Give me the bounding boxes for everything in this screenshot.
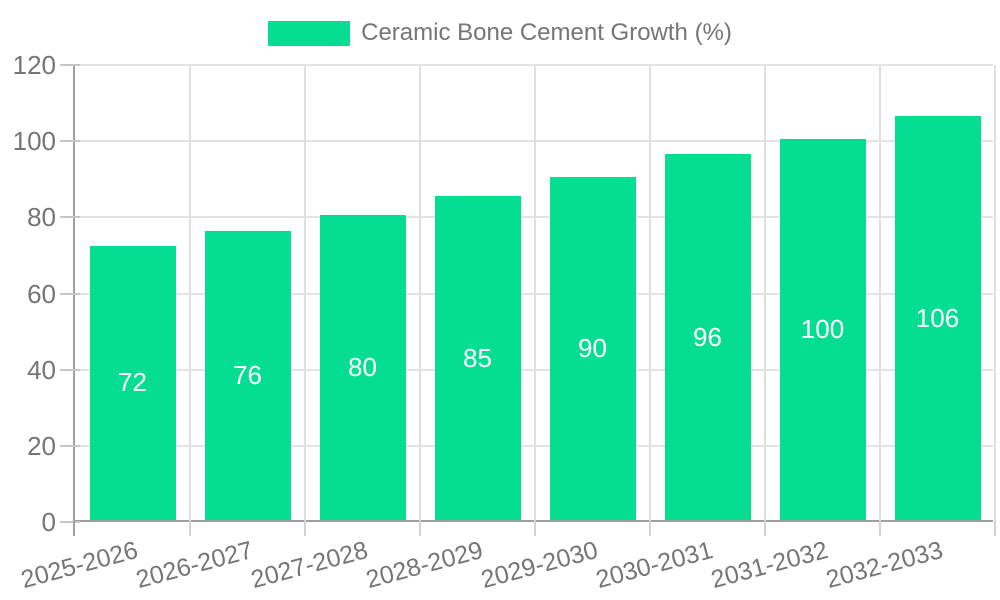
x-axis-label: 2031-2032 bbox=[708, 536, 831, 594]
x-axis-label: 2028-2029 bbox=[363, 536, 486, 594]
bar[interactable]: 72 bbox=[89, 245, 176, 520]
x-axis-label: 2025-2026 bbox=[18, 536, 141, 594]
gridline-vertical bbox=[534, 65, 536, 520]
bar-value-label: 100 bbox=[800, 314, 845, 345]
x-axis-tick bbox=[879, 520, 881, 536]
gridline-vertical bbox=[994, 65, 996, 520]
bar-value-label: 106 bbox=[915, 302, 960, 333]
x-axis-label: 2027-2028 bbox=[248, 536, 371, 594]
bar-value-label: 80 bbox=[348, 352, 377, 383]
y-axis-tick bbox=[60, 444, 80, 447]
y-axis-tick bbox=[60, 521, 80, 523]
plot-area: 72 76 80 85 90 96 100 106 bbox=[60, 64, 996, 536]
bar-value-label: 96 bbox=[693, 321, 722, 352]
x-axis-tick bbox=[994, 520, 996, 536]
y-axis-label: 40 bbox=[27, 354, 56, 385]
bar[interactable]: 76 bbox=[204, 230, 291, 520]
y-axis-tick bbox=[60, 64, 80, 66]
x-axis-tick bbox=[534, 520, 536, 536]
y-axis-label: 100 bbox=[12, 126, 56, 157]
y-axis-label: 120 bbox=[12, 50, 56, 80]
bar-value-label: 72 bbox=[118, 367, 147, 398]
x-axis-label: 2026-2027 bbox=[133, 536, 256, 594]
y-axis-tick bbox=[60, 292, 80, 295]
x-axis-label: 2030-2031 bbox=[593, 536, 716, 594]
gridline-vertical bbox=[649, 65, 651, 520]
bar[interactable]: 90 bbox=[549, 177, 636, 520]
gridline-vertical bbox=[189, 65, 191, 520]
x-axis-label: 2029-2030 bbox=[478, 536, 601, 594]
bar[interactable]: 80 bbox=[319, 215, 406, 520]
legend-label: Ceramic Bone Cement Growth (%) bbox=[361, 19, 732, 46]
y-axis-tick bbox=[60, 216, 80, 219]
gridline-vertical bbox=[419, 65, 421, 520]
x-axis-tick bbox=[649, 520, 651, 536]
gridline-vertical bbox=[304, 65, 306, 520]
legend-swatch bbox=[268, 20, 351, 46]
bar-value-label: 76 bbox=[233, 359, 262, 390]
bar[interactable]: 96 bbox=[664, 154, 751, 520]
x-axis-origin-tick bbox=[73, 520, 75, 536]
x-axis-label: 2032-2033 bbox=[823, 536, 946, 594]
y-axis-label: 80 bbox=[27, 202, 56, 233]
y-axis-tick bbox=[60, 368, 80, 371]
y-axis-tick bbox=[60, 140, 80, 143]
y-axis-label: 0 bbox=[41, 507, 56, 537]
x-axis-tick bbox=[419, 520, 421, 536]
x-axis-tick bbox=[189, 520, 191, 536]
bar-value-label: 90 bbox=[578, 333, 607, 364]
legend[interactable]: Ceramic Bone Cement Growth (%) bbox=[0, 19, 1000, 47]
x-axis-tick bbox=[304, 520, 306, 536]
y-axis-label: 60 bbox=[27, 278, 56, 309]
bar-value-label: 85 bbox=[463, 342, 492, 373]
bar[interactable]: 85 bbox=[434, 196, 521, 520]
y-axis-label: 20 bbox=[27, 430, 56, 461]
x-axis-tick bbox=[764, 520, 766, 536]
gridline-vertical bbox=[879, 65, 881, 520]
bar[interactable]: 100 bbox=[779, 139, 866, 520]
gridline-vertical bbox=[764, 65, 766, 520]
bar[interactable]: 106 bbox=[894, 116, 981, 520]
